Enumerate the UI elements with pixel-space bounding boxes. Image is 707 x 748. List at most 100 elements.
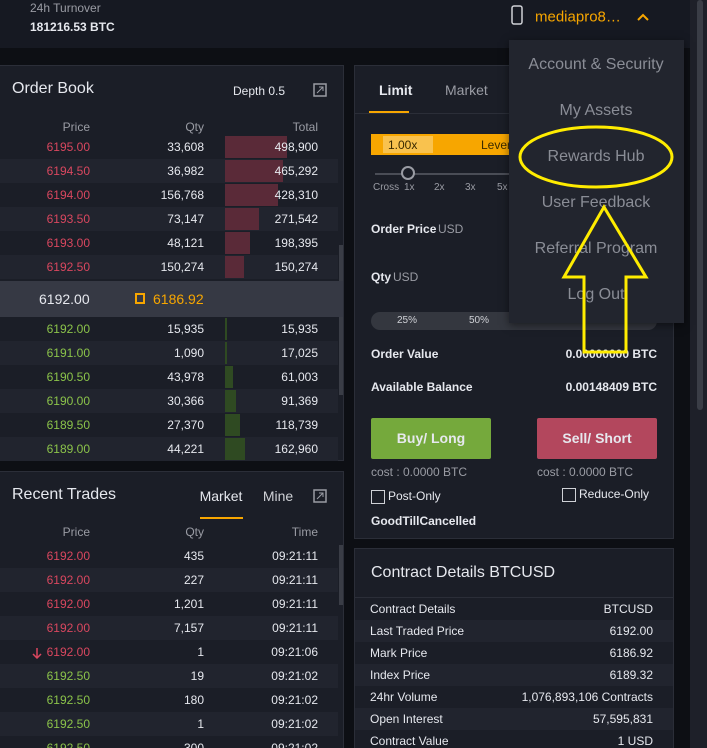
column-header: Qty (185, 120, 204, 134)
tab[interactable]: Market (445, 82, 488, 98)
row-stripe (0, 255, 338, 279)
price: 6189.00 (46, 442, 90, 456)
row-stripe (0, 341, 338, 365)
price: 6195.00 (46, 140, 90, 154)
row-stripe (355, 708, 673, 730)
contract-value: 1,076,893,106 Contracts (521, 690, 653, 704)
qty: 73,147 (167, 212, 204, 226)
qty: 43,978 (167, 370, 204, 384)
chevron-up[interactable] (636, 12, 650, 22)
expand-icon[interactable] (313, 83, 327, 97)
qty: 156,768 (160, 188, 204, 202)
menu-item[interactable]: Account & Security (528, 56, 664, 73)
menu-item[interactable]: Log Out (567, 286, 625, 303)
contract-label: Contract Details (370, 602, 456, 616)
row-stripe (0, 437, 338, 461)
panel-title: Contract Details BTCUSD (371, 564, 556, 581)
trades-tab-underline (200, 517, 243, 519)
button-label[interactable]: Sell/ Short (562, 430, 632, 446)
slider-label: 3x (465, 182, 476, 193)
field-label: Available Balance (371, 380, 473, 394)
total: 61,003 (281, 370, 318, 384)
qty: 1,201 (173, 597, 204, 611)
qty: 180 (183, 693, 204, 707)
field-unit: USD (438, 222, 464, 236)
cost: cost : 0.0000 BTC (537, 465, 634, 479)
menu-item[interactable]: My Assets (559, 102, 633, 119)
contract-label: Contract Value (370, 734, 449, 748)
checkbox[interactable] (562, 488, 576, 502)
highlight-arrow (561, 204, 649, 354)
price: 6192.00 (46, 621, 90, 635)
qty: 435 (183, 549, 204, 563)
qty: 1 (197, 717, 204, 731)
percent-label[interactable]: 50% (468, 315, 490, 326)
contract-label: Last Traded Price (370, 624, 465, 638)
buy-button[interactable] (371, 418, 491, 459)
checkbox[interactable] (371, 490, 385, 504)
total: 498,900 (274, 140, 318, 154)
checkbox-label[interactable]: Reduce-Only (579, 487, 650, 501)
total: 428,310 (274, 188, 318, 202)
last-price: 6192.00 (39, 291, 90, 307)
turnover-value: 181216.53 BTC (30, 20, 115, 34)
menu-item[interactable]: Rewards Hub (547, 148, 645, 165)
divider (355, 597, 673, 598)
panel-title: Order Book (12, 80, 94, 97)
time: 09:21:06 (271, 645, 318, 659)
username[interactable]: mediapro8… (535, 8, 621, 26)
depth-bar (225, 318, 227, 340)
qty: 30,366 (167, 394, 204, 408)
button-label[interactable]: Buy/ Long (396, 430, 466, 446)
qty: 44,221 (167, 442, 204, 456)
contract-value: 1 USD (617, 734, 653, 748)
field-label: Qty (371, 270, 392, 284)
time: 09:21:11 (272, 573, 318, 587)
panel-title: Recent Trades (12, 486, 117, 503)
tab[interactable]: Mine (262, 488, 294, 504)
total: 465,292 (274, 164, 318, 178)
depth-bar (225, 232, 250, 254)
mid-row (0, 281, 343, 317)
column-header: Price (62, 525, 90, 539)
contract-label: Index Price (370, 668, 431, 682)
time-in-force[interactable]: GoodTillCancelled (371, 514, 477, 528)
depth-bar (225, 438, 246, 460)
mark-price: 6186.92 (153, 291, 204, 307)
tab[interactable]: Limit (379, 82, 413, 98)
contract-value: 6192.00 (609, 624, 653, 638)
price: 6192.50 (46, 717, 90, 731)
row-stripe (0, 389, 338, 413)
tab[interactable]: Market (199, 488, 243, 504)
qty: 33,608 (167, 140, 204, 154)
total: 91,369 (281, 394, 318, 408)
depth-bar (225, 160, 283, 182)
depth-bar (225, 414, 240, 436)
price: 6194.00 (46, 188, 90, 202)
price: 6192.50 (46, 669, 90, 683)
slider-track[interactable] (375, 173, 575, 175)
sell-button[interactable] (537, 418, 657, 459)
checkbox-label[interactable]: Post-Only (388, 489, 441, 503)
price: 6193.00 (46, 236, 90, 250)
price: 6190.50 (46, 370, 90, 384)
qty: 227 (183, 573, 204, 587)
time: 09:21:02 (271, 717, 318, 731)
contract-value: 6186.92 (609, 646, 653, 660)
contract-value: 6189.32 (609, 668, 653, 682)
expand-icon[interactable] (313, 489, 327, 503)
flag-icon (135, 293, 145, 304)
order-book-scrollbar (339, 245, 343, 395)
field-unit: USD (393, 270, 419, 284)
qty: 1 (197, 645, 204, 659)
depth-select[interactable]: Depth 0.5 (233, 84, 286, 98)
row-stripe (355, 664, 673, 686)
account-dropdown (509, 40, 684, 323)
price: 6192.00 (46, 645, 90, 659)
menu-item[interactable]: User Feedback (541, 194, 651, 211)
slider-knob[interactable] (401, 166, 415, 180)
total: 198,395 (274, 236, 318, 250)
percent-label[interactable]: 25% (396, 315, 418, 326)
price: 6192.00 (46, 573, 90, 587)
